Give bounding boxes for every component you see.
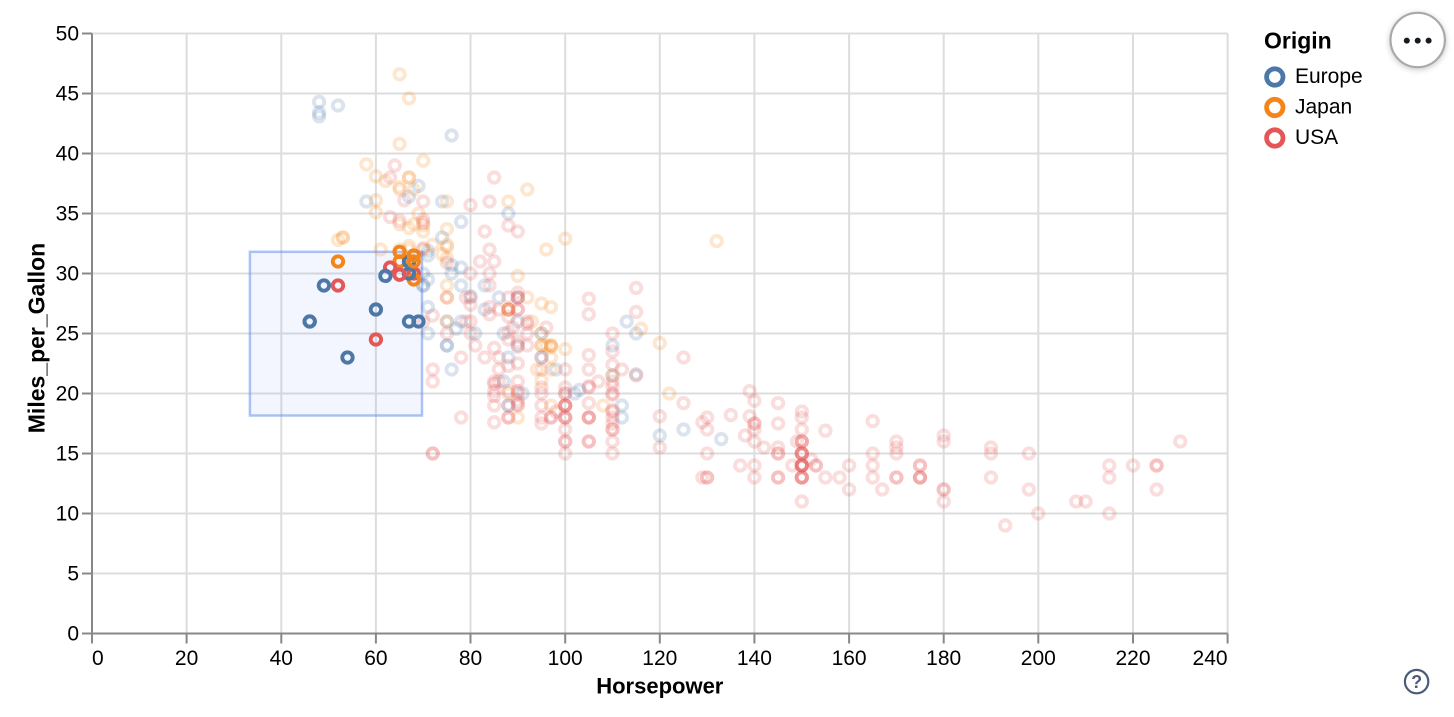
svg-text:0: 0 (67, 623, 79, 646)
svg-text:5: 5 (67, 563, 79, 586)
svg-text:200: 200 (1021, 647, 1056, 670)
svg-text:80: 80 (459, 647, 482, 670)
svg-text:20: 20 (175, 647, 198, 670)
svg-text:50: 50 (56, 23, 79, 46)
svg-text:Japan: Japan (1295, 96, 1352, 119)
svg-text:100: 100 (548, 647, 583, 670)
svg-text:120: 120 (642, 647, 677, 670)
svg-text:Europe: Europe (1295, 65, 1363, 88)
svg-text:Origin: Origin (1264, 28, 1332, 54)
svg-text:25: 25 (56, 323, 79, 346)
svg-text:220: 220 (1115, 647, 1150, 670)
svg-text:45: 45 (56, 83, 79, 106)
svg-text:Horsepower: Horsepower (596, 674, 724, 699)
svg-text:60: 60 (364, 647, 387, 670)
svg-text:35: 35 (56, 203, 79, 226)
svg-text:USA: USA (1295, 126, 1338, 149)
svg-text:180: 180 (926, 647, 961, 670)
svg-text:15: 15 (56, 443, 79, 466)
svg-text:40: 40 (270, 647, 293, 670)
svg-text:240: 240 (1193, 647, 1228, 670)
svg-text:20: 20 (56, 383, 79, 406)
svg-text:40: 40 (56, 143, 79, 166)
svg-text:10: 10 (56, 503, 79, 526)
svg-text:0: 0 (92, 647, 104, 670)
svg-text:30: 30 (56, 263, 79, 286)
svg-text:Miles_per_Gallon: Miles_per_Gallon (24, 243, 50, 433)
svg-text:140: 140 (737, 647, 772, 670)
svg-text:?: ? (1411, 672, 1422, 692)
svg-text:160: 160 (832, 647, 867, 670)
